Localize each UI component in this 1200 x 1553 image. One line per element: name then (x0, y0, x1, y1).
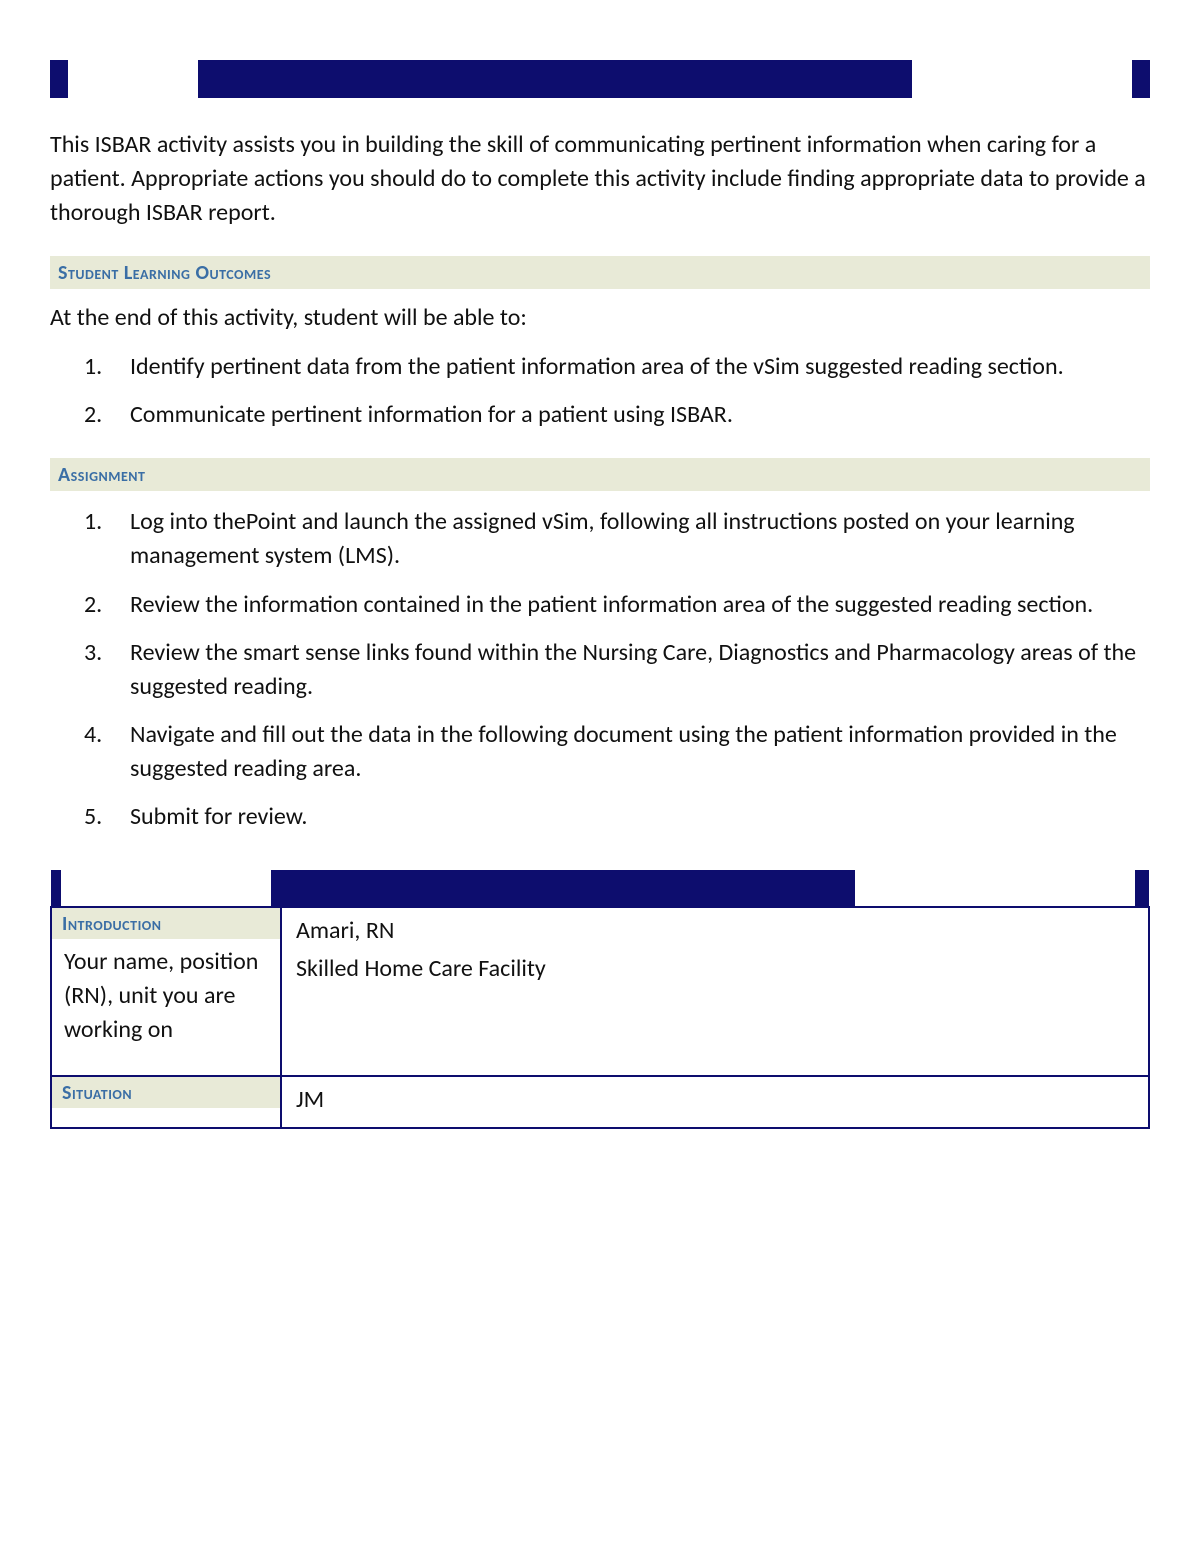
list-item: Submit for review. (130, 800, 1150, 834)
value-line: JM (296, 1083, 1134, 1117)
list-item: Navigate and fill out the data in the fo… (130, 718, 1150, 786)
list-item: Review the smart sense links found withi… (130, 636, 1150, 704)
table-row: Situation JM (51, 1076, 1149, 1128)
assignment-list: Log into thePoint and launch the assigne… (50, 505, 1150, 834)
list-item: Review the information contained in the … (130, 588, 1150, 622)
header-banner (50, 60, 1150, 98)
outcomes-lead: At the end of this activity, student wil… (50, 303, 1150, 332)
outcomes-list: Identify pertinent data from the patient… (50, 350, 1150, 432)
list-item: Log into thePoint and launch the assigne… (130, 505, 1150, 573)
table-row: Introduction Your name, position (RN), u… (51, 907, 1149, 1076)
assignment-heading: Assignment (50, 458, 1150, 491)
table-header-banner (51, 870, 1149, 906)
list-item: Communicate pertinent information for a … (130, 398, 1150, 432)
intro-paragraph: This ISBAR activity assists you in build… (50, 128, 1150, 230)
value-line: Amari, RN (296, 914, 1134, 948)
outcomes-heading: Student Learning Outcomes (50, 256, 1150, 289)
row-desc: Your name, position (RN), unit you are w… (52, 939, 280, 1075)
row-label-introduction: Introduction (52, 908, 280, 939)
row-label-situation: Situation (52, 1077, 280, 1108)
list-item: Identify pertinent data from the patient… (130, 350, 1150, 384)
row-value: Amari, RN Skilled Home Care Facility (282, 908, 1148, 996)
value-line: Skilled Home Care Facility (296, 952, 1134, 986)
row-value: JM (282, 1077, 1148, 1127)
isbar-table: Introduction Your name, position (RN), u… (50, 870, 1150, 1129)
